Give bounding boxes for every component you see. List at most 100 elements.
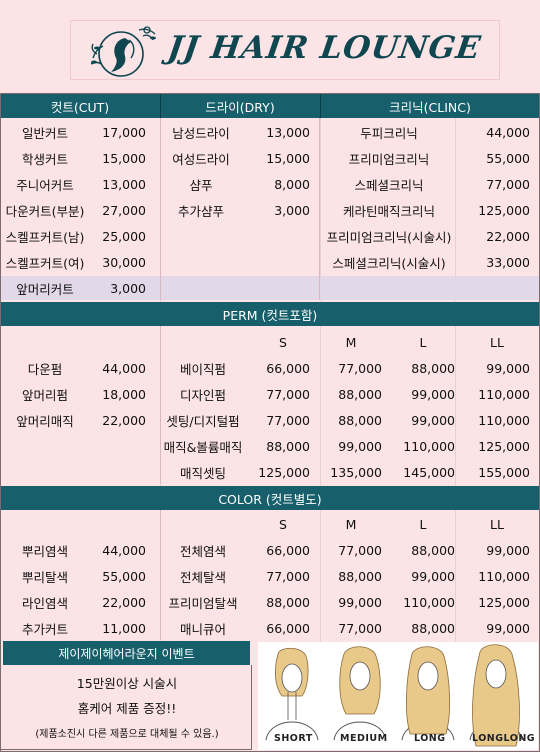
price-m: 88,000	[338, 568, 382, 584]
list-item: 앞머리매직 22,000	[0, 407, 540, 433]
service-price: 17,000	[102, 124, 146, 140]
service-price: 3,000	[274, 202, 310, 218]
price-ll: 125,000	[478, 438, 530, 454]
list-item: 다운펌 44,000	[0, 355, 540, 381]
price-m: 77,000	[338, 542, 382, 558]
price-m: 99,000	[338, 594, 382, 610]
size-label: S	[279, 334, 287, 350]
size-label: L	[419, 334, 427, 350]
list-item: 프리미엄크리닉 55,000	[0, 145, 540, 171]
price-s: 88,000	[266, 594, 310, 610]
service-name: 다운펌	[27, 361, 63, 377]
table-row: 매직&볼륨매직 88,000 99,000 110,000 125,000	[0, 433, 540, 459]
price-s: 66,000	[266, 542, 310, 558]
event-title: 제이제이헤어라운지 이벤트	[3, 641, 250, 665]
short-hair-figure-icon	[265, 647, 319, 741]
size-label: LL	[490, 516, 504, 532]
list-item: 앞머리펌 18,000	[0, 381, 540, 407]
long-hair-figure-icon	[401, 646, 455, 741]
list-item: 학생커트 15,000	[0, 145, 540, 171]
service-name: 추가샴푸	[177, 203, 224, 219]
service-price: 55,000	[102, 568, 146, 584]
service-name: 뿌리염색	[21, 543, 68, 559]
hair-label-short: SHORT	[274, 733, 313, 744]
list-item: 추가샴푸 3,000	[0, 197, 540, 223]
service-price: 27,000	[102, 202, 146, 218]
service-price: 13,000	[266, 124, 310, 140]
color-size-header: S M L LL	[0, 511, 540, 537]
service-price: 44,000	[486, 124, 530, 140]
size-label: M	[345, 334, 357, 350]
service-name: 다운커트(부분)	[5, 203, 85, 219]
price-l: 99,000	[411, 412, 455, 428]
price-l: 88,000	[411, 542, 455, 558]
list-item: 여성드라이 15,000	[0, 145, 540, 171]
service-price: 44,000	[102, 542, 146, 558]
price-l: 88,000	[411, 360, 455, 376]
service-price: 18,000	[102, 386, 146, 402]
service-name: 샴푸	[189, 177, 213, 193]
price-m: 135,000	[330, 464, 382, 480]
price-l: 99,000	[411, 386, 455, 402]
price-m: 77,000	[338, 360, 382, 376]
service-name: 베이직펌	[179, 361, 226, 377]
list-item: 뿌리염색 44,000	[0, 537, 540, 563]
grid-line	[455, 0, 456, 752]
service-name: 여성드라이	[172, 151, 230, 167]
header-divider	[160, 94, 161, 118]
price-l: 99,000	[411, 568, 455, 584]
price-s: 125,000	[258, 464, 310, 480]
list-item: 주니어커트 13,000	[0, 171, 540, 197]
price-l: 110,000	[403, 594, 455, 610]
event-box: 15만원이상 시술시 홈케어 제품 증정!! (제품소진시 다른 제품으로 대체…	[0, 665, 252, 750]
cut-highlight-row	[0, 276, 160, 300]
header-divider	[320, 94, 321, 118]
service-price: 15,000	[102, 150, 146, 166]
size-label: S	[279, 516, 287, 532]
service-name: 주니어커트	[16, 177, 74, 193]
brand-title: JJ HAIR LOUNGE	[165, 30, 484, 66]
service-name: 남성드라이	[172, 125, 230, 141]
list-item: 스켈프커트(여) 30,000	[0, 249, 540, 275]
list-item: 라인염색 22,000	[0, 589, 540, 615]
price-m: 88,000	[338, 412, 382, 428]
service-name: 디자인펌	[179, 387, 226, 403]
table-row: 디자인펌 77,000 88,000 99,000 110,000	[0, 381, 540, 407]
table-row: 매니큐어 66,000 77,000 88,000 99,000	[0, 615, 540, 641]
price-s: 77,000	[266, 386, 310, 402]
price-l: 110,000	[403, 438, 455, 454]
list-item: 다운커트(부분) 27,000	[0, 197, 540, 223]
service-header-bar: 컷트(CUT) 드라이(DRY) 크리닉(CLINC)	[0, 94, 540, 118]
list-item: 앞머리커트 3,000	[0, 275, 540, 301]
service-price: 8,000	[274, 176, 310, 192]
price-m: 77,000	[338, 620, 382, 636]
hair-length-illustration: SHORT MEDIUM LONG LONGLONG	[258, 642, 538, 750]
service-name: 스페셜크리닉	[354, 177, 424, 193]
service-name: 일반커트	[21, 125, 68, 141]
price-s: 77,000	[266, 412, 310, 428]
service-name: 앞머리커트	[16, 281, 74, 297]
service-price: 33,000	[486, 254, 530, 270]
table-row: 프리미엄탈색 88,000 99,000 110,000 125,000	[0, 589, 540, 615]
list-item: 스페셜크리닉(시술시) 33,000	[0, 249, 540, 275]
size-label: LL	[490, 334, 504, 350]
price-m: 99,000	[338, 438, 382, 454]
service-name: 두피크리닉	[360, 125, 418, 141]
price-ll: 125,000	[478, 594, 530, 610]
list-item: 추가커트 11,000	[0, 615, 540, 641]
header: JJ HAIR LOUNGE	[0, 0, 540, 95]
column-divider	[160, 118, 161, 300]
service-price: 15,000	[266, 150, 310, 166]
color-title: COLOR (컷트별도)	[218, 491, 322, 507]
list-item: 일반커트 17,000	[0, 119, 540, 145]
service-price: 3,000	[110, 280, 146, 296]
service-price: 44,000	[102, 360, 146, 376]
perm-size-header: S M L LL	[0, 329, 540, 355]
service-price: 11,000	[102, 620, 146, 636]
service-name: 스켈프커트(여)	[5, 255, 85, 271]
cut-header: 컷트(CUT)	[50, 99, 110, 115]
price-s: 66,000	[266, 360, 310, 376]
service-name: 매니큐어	[179, 621, 226, 637]
event-line-1: 15만원이상 시술시	[76, 676, 178, 691]
price-ll: 99,000	[486, 360, 530, 376]
